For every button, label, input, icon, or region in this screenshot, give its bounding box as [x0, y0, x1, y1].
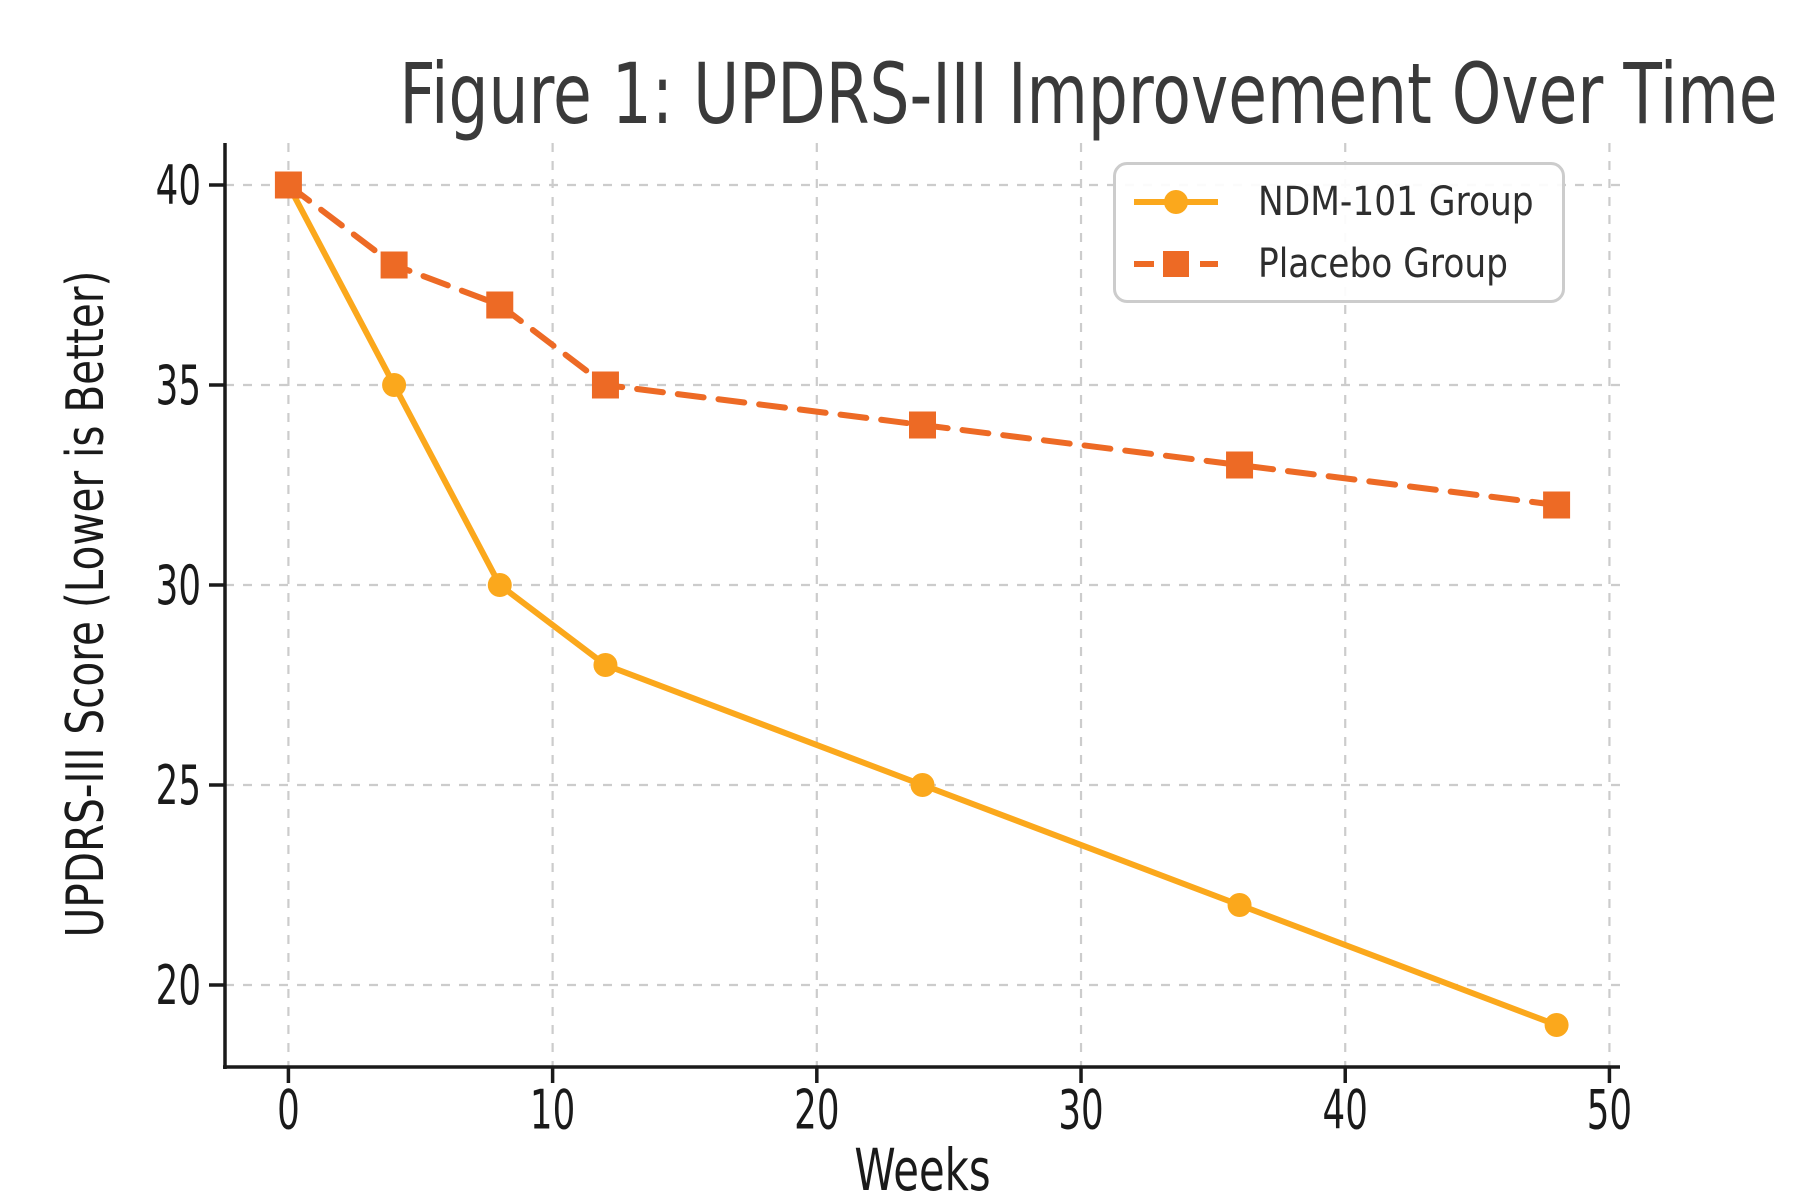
legend-label-placebo: Placebo Group	[1258, 240, 1509, 287]
placebo-marker	[1543, 491, 1571, 519]
placebo-marker	[380, 251, 408, 279]
ndm101-marker	[910, 773, 935, 797]
legend-item-ndm101: NDM-101 Group	[1130, 174, 1562, 230]
ndm101-swatch-icon	[1134, 189, 1218, 214]
legend: NDM-101 Group Placebo Group	[1113, 162, 1565, 303]
ndm101-marker	[593, 653, 618, 677]
y-tick-label: 30	[156, 554, 201, 617]
ndm101-marker	[487, 573, 512, 597]
y-tick-label: 40	[156, 154, 201, 217]
placebo-marker	[591, 371, 619, 399]
legend-item-placebo: Placebo Group	[1130, 236, 1562, 292]
y-tick-label: 25	[156, 754, 201, 817]
placebo-marker	[1226, 451, 1254, 479]
x-tick-label: 0	[277, 1079, 300, 1142]
x-tick-label: 40	[1323, 1079, 1368, 1142]
y-tick-label: 20	[156, 954, 201, 1017]
legend-label-ndm101: NDM-101 Group	[1258, 178, 1534, 225]
ndm101-marker	[1227, 893, 1252, 917]
ndm101-line	[285, 182, 1560, 1028]
ndm101-marker	[1544, 1013, 1569, 1037]
ndm101-marker	[382, 373, 407, 397]
x-tick-label: 30	[1058, 1079, 1103, 1142]
y-axis-label: UPDRS-III Score (Lower is Better)	[56, 270, 116, 938]
x-tick-label: 10	[530, 1079, 575, 1142]
placebo-marker	[486, 291, 514, 319]
x-tick-label: 50	[1587, 1079, 1632, 1142]
placebo-swatch-icon	[1134, 250, 1218, 277]
y-tick-label: 35	[156, 354, 201, 417]
placebo-marker	[274, 171, 302, 199]
placebo-marker	[909, 411, 936, 439]
x-tick-label: 20	[794, 1079, 839, 1142]
x-axis-label: Weeks	[854, 1136, 991, 1200]
